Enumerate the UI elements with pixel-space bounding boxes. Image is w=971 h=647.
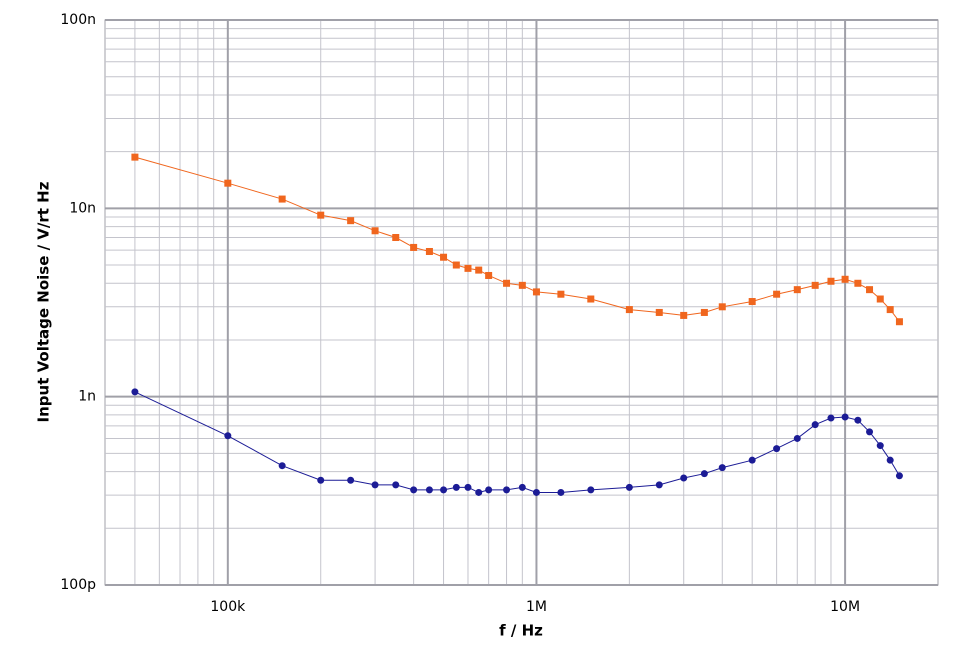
x-tick-label: 1M (526, 599, 547, 615)
data-point (773, 445, 781, 453)
data-point (793, 434, 801, 442)
data-point (464, 483, 472, 491)
data-point (503, 279, 511, 287)
data-point (793, 286, 801, 294)
data-point (371, 481, 379, 489)
data-point (347, 476, 355, 484)
data-point (224, 432, 232, 440)
data-point (655, 308, 663, 316)
data-point (485, 271, 493, 279)
data-point (680, 311, 688, 319)
data-point (773, 290, 781, 298)
data-point (895, 472, 903, 480)
data-point (557, 290, 565, 298)
data-point (886, 306, 894, 314)
data-point (866, 286, 874, 294)
y-tick-label: 1n (78, 389, 96, 405)
data-point (425, 247, 433, 255)
data-point (557, 488, 565, 496)
data-point (625, 483, 633, 491)
data-point (718, 303, 726, 311)
data-point (895, 318, 903, 326)
y-tick-label: 100p (60, 577, 96, 593)
x-tick-label: 100k (210, 599, 246, 615)
data-point (518, 281, 526, 289)
data-point (532, 488, 540, 496)
data-point (841, 275, 849, 283)
data-point (452, 261, 460, 269)
data-point (718, 464, 726, 472)
y-tick-label: 10n (69, 200, 96, 216)
data-point (475, 488, 483, 496)
data-point (347, 217, 355, 225)
data-point (876, 442, 884, 450)
data-point (392, 234, 400, 242)
data-point (278, 195, 286, 203)
data-point (278, 462, 286, 470)
data-point (440, 253, 448, 261)
y-axis-title: Input Voltage Noise / V/rt Hz (35, 181, 53, 422)
data-point (854, 279, 862, 287)
data-point (680, 474, 688, 482)
data-point (440, 486, 448, 494)
data-point (811, 281, 819, 289)
data-point (841, 413, 849, 421)
data-point (371, 227, 379, 235)
x-tick-label: 10M (830, 599, 860, 615)
data-point (464, 264, 472, 272)
data-point (700, 308, 708, 316)
data-point (748, 456, 756, 464)
data-point (410, 243, 418, 251)
data-point (866, 428, 874, 436)
data-point (410, 486, 418, 494)
data-point (700, 470, 708, 478)
data-point (485, 486, 493, 494)
data-point (425, 486, 433, 494)
data-point (748, 298, 756, 306)
data-point (587, 486, 595, 494)
data-point (392, 481, 400, 489)
data-point (827, 414, 835, 422)
data-point (854, 416, 862, 424)
data-point (131, 388, 139, 396)
data-point (587, 295, 595, 303)
data-point (827, 277, 835, 285)
x-axis-title: f / Hz (499, 622, 543, 640)
data-point (532, 288, 540, 296)
data-point (876, 295, 884, 303)
data-point (475, 266, 483, 274)
data-point (452, 483, 460, 491)
data-point (811, 421, 819, 429)
data-point (317, 211, 325, 219)
data-point (503, 486, 511, 494)
data-point (224, 179, 232, 187)
data-point (625, 306, 633, 314)
data-point (886, 456, 894, 464)
data-point (518, 483, 526, 491)
plot-area (104, 19, 939, 586)
y-tick-label: 100n (60, 12, 96, 28)
data-point (317, 476, 325, 484)
data-point (655, 481, 663, 489)
data-point (131, 153, 139, 161)
